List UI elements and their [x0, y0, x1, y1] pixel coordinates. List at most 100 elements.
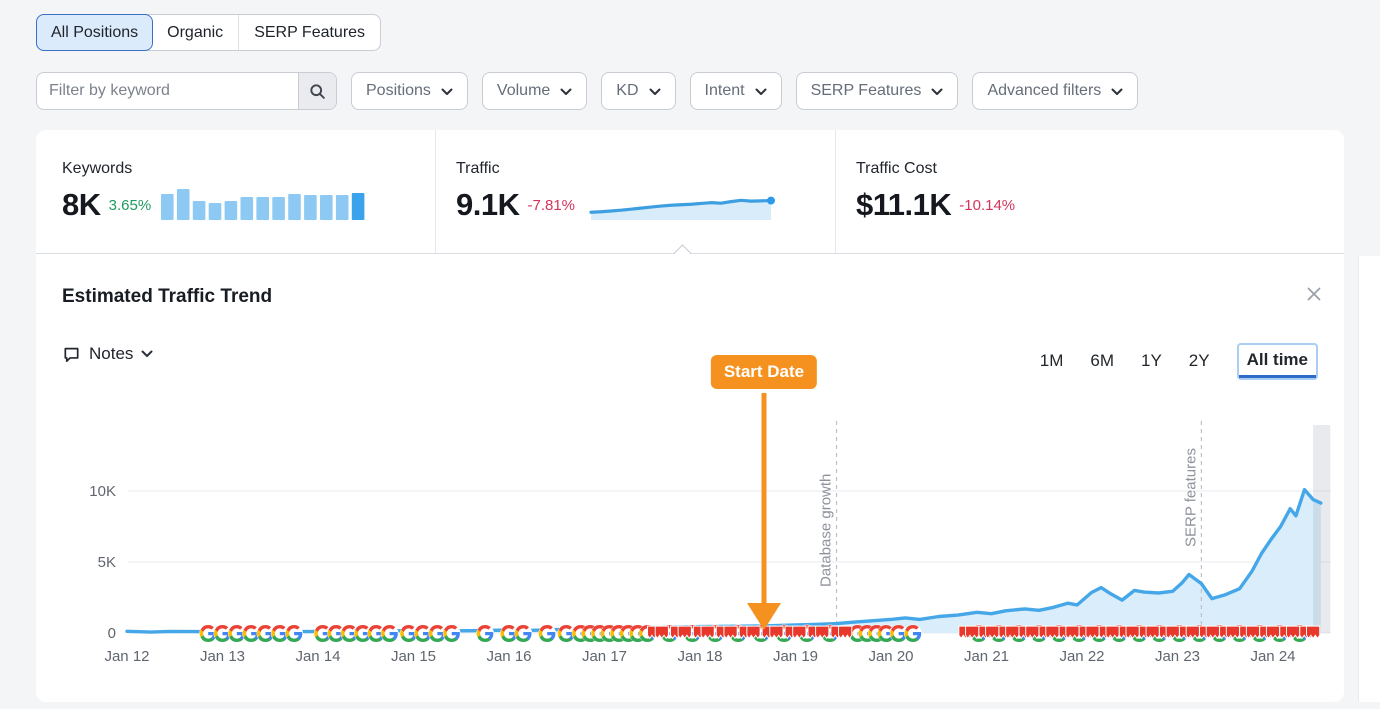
chevron-down-icon — [441, 86, 453, 96]
tab-serp-features[interactable]: SERP Features — [238, 15, 380, 50]
keywords-bar — [351, 193, 365, 220]
dropdown-label-serp-features: SERP Features — [810, 82, 922, 99]
keywords-bar — [336, 195, 349, 220]
chevron-down-icon — [1111, 86, 1123, 96]
keywords-bar — [272, 197, 286, 220]
tab-all-positions[interactable]: All Positions — [36, 14, 154, 51]
search-button[interactable] — [298, 73, 336, 109]
note-flag-icon — [985, 625, 1000, 639]
dropdown-intent[interactable]: Intent — [689, 72, 782, 110]
note-flag-icon — [1306, 625, 1321, 639]
trend-section: Estimated Traffic Trend Notes 1M 6M 1Y 2Y Al… — [36, 254, 1344, 702]
x-axis-label: Jan 20 — [868, 648, 913, 665]
close-icon[interactable] — [1306, 286, 1322, 302]
x-axis-label: Jan 18 — [677, 648, 722, 665]
note-flag-icon — [1205, 625, 1220, 639]
x-axis-label: Jan 12 — [104, 648, 149, 665]
keywords-bar-sparkline — [161, 189, 365, 220]
dropdown-label-advanced-filters: Advanced filters — [987, 82, 1102, 99]
note-flag-icon — [1125, 625, 1140, 639]
google-favicon-icon — [514, 624, 533, 643]
start-date-badge: Start Date — [710, 355, 818, 389]
chevron-down-icon — [931, 86, 943, 96]
side-scroll-area[interactable] — [1358, 256, 1380, 702]
range-1m[interactable]: 1M — [1039, 351, 1064, 370]
keywords-change: 3.65% — [108, 196, 152, 214]
traffic-area-fill — [127, 489, 1321, 633]
dropdown-positions[interactable]: Positions — [351, 72, 468, 110]
note-flag-icon — [838, 625, 853, 639]
y-axis-label: 5K — [98, 554, 116, 571]
note-flag-icon — [1265, 625, 1281, 639]
x-axis-label: Jan 23 — [1155, 648, 1200, 665]
start-date-arrow-head — [746, 603, 781, 630]
traffic-cost-stat: Traffic Cost $11.1K -10.14% — [835, 130, 1344, 253]
tab-organic[interactable]: Organic — [167, 23, 224, 41]
chevron-down-icon — [649, 86, 661, 96]
google-favicon-icon — [380, 624, 399, 643]
range-1y[interactable]: 1Y — [1141, 351, 1162, 370]
dropdown-label-volume: Volume — [496, 82, 551, 99]
traffic-label: Traffic — [456, 160, 500, 177]
note-flag-icon — [1025, 625, 1040, 639]
notes-label: Notes — [89, 344, 134, 363]
x-axis-label: Jan 15 — [391, 648, 436, 665]
filter-bar: Positions Volume KD Intent SERP Features Adva… — [36, 72, 1139, 110]
dropdown-label-intent: Intent — [704, 82, 745, 99]
traffic-spark-line — [589, 198, 773, 214]
note-flag-icon — [1185, 625, 1200, 639]
dropdown-serp-features[interactable]: SERP Features — [795, 72, 959, 110]
note-flag-icon — [654, 625, 669, 639]
position-tabs: All Positions Organic SERP Features — [36, 14, 382, 51]
chevron-down-icon — [141, 350, 153, 358]
range-selected-underline — [1238, 374, 1316, 378]
dropdown-label-positions: Positions — [366, 82, 431, 99]
keywords-label: Keywords — [62, 160, 133, 177]
range-all-time[interactable]: All time — [1236, 342, 1318, 380]
keywords-bar — [161, 194, 174, 220]
y-axis-label: 0 — [108, 625, 116, 642]
traffic-stat: Traffic 9.1K -7.81% — [435, 130, 835, 253]
note-flag-icon — [965, 625, 980, 639]
range-6m[interactable]: 6M — [1090, 351, 1114, 370]
x-axis-label: Jan 13 — [200, 648, 245, 665]
dropdown-volume[interactable]: Volume — [481, 72, 588, 110]
keywords-bar — [320, 195, 333, 220]
notes-icon — [62, 345, 81, 364]
note-flag-icon — [1065, 625, 1080, 639]
notes-toggle[interactable]: Notes — [62, 344, 153, 364]
keywords-bar — [224, 201, 238, 220]
note-flag-icon — [792, 625, 807, 639]
keywords-bar — [192, 201, 206, 220]
dropdown-kd[interactable]: KD — [601, 72, 676, 110]
traffic-value: 9.1K — [456, 187, 520, 222]
search-icon — [309, 83, 326, 100]
keyword-search-input[interactable] — [37, 73, 298, 109]
keyword-filter — [36, 72, 337, 110]
card-divider — [36, 244, 1344, 263]
note-flag-icon — [1105, 625, 1120, 639]
google-favicon-icon — [442, 624, 461, 643]
x-axis-label: Jan 22 — [1059, 648, 1104, 665]
note-flag-icon — [1245, 625, 1261, 639]
traffic-trend-chart: 0 5K 10K Jan 12 Jan 13 Jan 14 Jan 15 Jan 16 Jan … — [89, 421, 1331, 665]
keywords-bar — [240, 197, 254, 220]
dropdown-label-kd: KD — [616, 82, 639, 99]
y-axis-label: 10K — [89, 483, 116, 500]
traffic-cost-label: Traffic Cost — [856, 160, 937, 177]
chevron-down-icon — [560, 86, 572, 96]
note-flag-icon — [700, 625, 715, 639]
stats-row: Keywords 8K 3.65% Traffic 9.1K -7.81% Tr… — [36, 130, 1344, 253]
note-flag-icon — [1085, 625, 1100, 639]
filter-dropdowns: Positions Volume KD Intent SERP Features Adva… — [351, 72, 1139, 110]
traffic-spark-fill — [591, 200, 772, 220]
chevron-down-icon — [755, 86, 767, 96]
note-flag-icon — [677, 625, 692, 639]
x-axis-label: Jan 16 — [486, 648, 531, 665]
keywords-bar — [208, 203, 222, 220]
note-flag-icon — [1005, 625, 1020, 639]
dropdown-advanced-filters[interactable]: Advanced filters — [972, 72, 1139, 110]
traffic-change: -7.81% — [527, 196, 576, 214]
range-2y[interactable]: 2Y — [1188, 351, 1210, 370]
keywords-stat: Keywords 8K 3.65% — [36, 130, 435, 253]
